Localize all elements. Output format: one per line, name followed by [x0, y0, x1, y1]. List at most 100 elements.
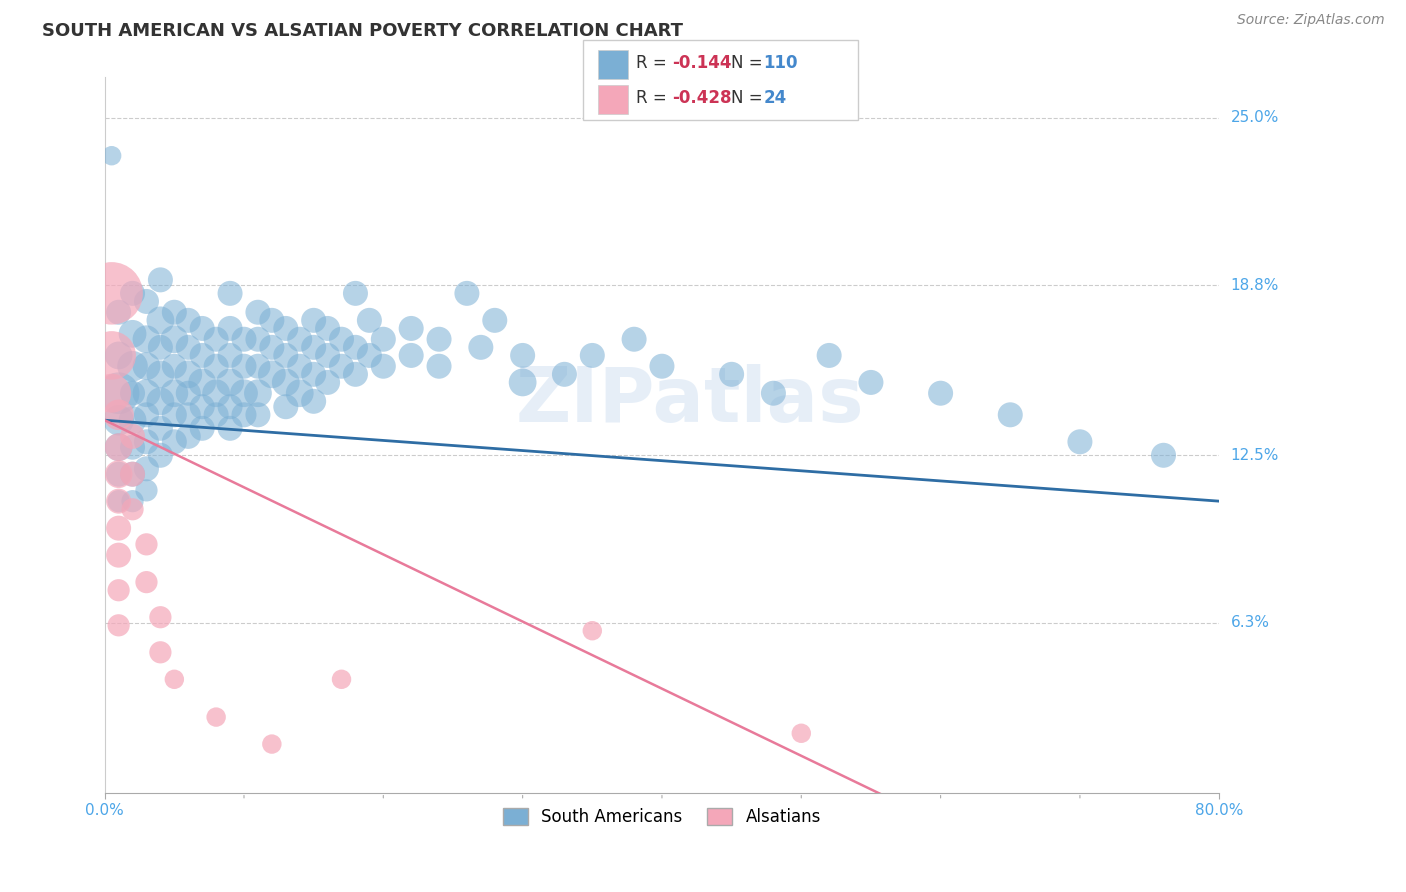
Point	[581, 624, 603, 638]
Text: -0.144: -0.144	[672, 54, 731, 71]
Point	[177, 368, 200, 382]
Point	[107, 413, 129, 427]
Point	[246, 359, 269, 374]
Point	[121, 413, 143, 427]
Point	[233, 408, 256, 422]
Point	[121, 386, 143, 401]
Text: 12.5%: 12.5%	[1230, 448, 1279, 463]
Point	[553, 368, 575, 382]
Text: 6.3%: 6.3%	[1230, 615, 1270, 630]
Point	[177, 340, 200, 354]
Point	[121, 326, 143, 341]
Point	[177, 313, 200, 327]
Point	[427, 332, 450, 346]
Point	[219, 286, 242, 301]
Point	[484, 313, 506, 327]
Point	[344, 340, 367, 354]
Point	[205, 386, 228, 401]
Point	[107, 467, 129, 482]
Point	[288, 332, 311, 346]
Point	[191, 321, 214, 335]
Point	[720, 368, 742, 382]
Point	[316, 348, 339, 362]
Point	[316, 321, 339, 335]
Text: 110: 110	[763, 54, 799, 71]
Point	[149, 273, 172, 287]
Point	[219, 421, 242, 435]
Point	[149, 313, 172, 327]
Point	[260, 737, 283, 751]
Point	[191, 400, 214, 414]
Point	[191, 421, 214, 435]
Point	[163, 305, 186, 319]
Point	[107, 467, 129, 482]
Point	[149, 645, 172, 659]
Point	[149, 394, 172, 409]
Point	[246, 408, 269, 422]
Point	[177, 408, 200, 422]
Point	[121, 286, 143, 301]
Point	[135, 575, 157, 590]
Point	[1069, 434, 1091, 449]
Point	[100, 286, 122, 301]
Text: N =: N =	[731, 54, 768, 71]
Point	[135, 332, 157, 346]
Point	[260, 368, 283, 382]
Point	[219, 348, 242, 362]
Point	[219, 400, 242, 414]
Text: -0.428: -0.428	[672, 89, 731, 107]
Point	[399, 348, 422, 362]
Point	[100, 348, 122, 362]
Point	[100, 386, 122, 401]
Point	[359, 313, 381, 327]
Point	[427, 359, 450, 374]
Point	[762, 386, 785, 401]
Text: N =: N =	[731, 89, 768, 107]
Point	[107, 440, 129, 454]
Legend: South Americans, Alsatians: South Americans, Alsatians	[495, 799, 830, 834]
Point	[288, 359, 311, 374]
Point	[623, 332, 645, 346]
Text: SOUTH AMERICAN VS ALSATIAN POVERTY CORRELATION CHART: SOUTH AMERICAN VS ALSATIAN POVERTY CORRE…	[42, 22, 683, 40]
Point	[121, 429, 143, 443]
Point	[246, 386, 269, 401]
Point	[344, 286, 367, 301]
Text: 24: 24	[763, 89, 787, 107]
Point	[149, 610, 172, 624]
Point	[274, 348, 297, 362]
Point	[149, 421, 172, 435]
Point	[233, 386, 256, 401]
Point	[330, 673, 353, 687]
Point	[107, 494, 129, 508]
Point	[233, 332, 256, 346]
Point	[135, 386, 157, 401]
Point	[456, 286, 478, 301]
Point	[344, 368, 367, 382]
Point	[219, 321, 242, 335]
Point	[121, 502, 143, 516]
Point	[135, 462, 157, 476]
Point	[246, 332, 269, 346]
Point	[163, 332, 186, 346]
Point	[177, 386, 200, 401]
Point	[107, 521, 129, 535]
Point	[191, 348, 214, 362]
Text: 25.0%: 25.0%	[1230, 111, 1279, 126]
Point	[121, 359, 143, 374]
Point	[859, 376, 882, 390]
Point	[512, 348, 534, 362]
Point	[260, 313, 283, 327]
Point	[330, 332, 353, 346]
Text: R =: R =	[636, 54, 672, 71]
Point	[135, 294, 157, 309]
Point	[107, 548, 129, 562]
Point	[205, 710, 228, 724]
Point	[163, 673, 186, 687]
Point	[135, 483, 157, 498]
Point	[149, 368, 172, 382]
Point	[233, 359, 256, 374]
Point	[1000, 408, 1022, 422]
Point	[135, 537, 157, 551]
Point	[107, 408, 129, 422]
Point	[149, 340, 172, 354]
